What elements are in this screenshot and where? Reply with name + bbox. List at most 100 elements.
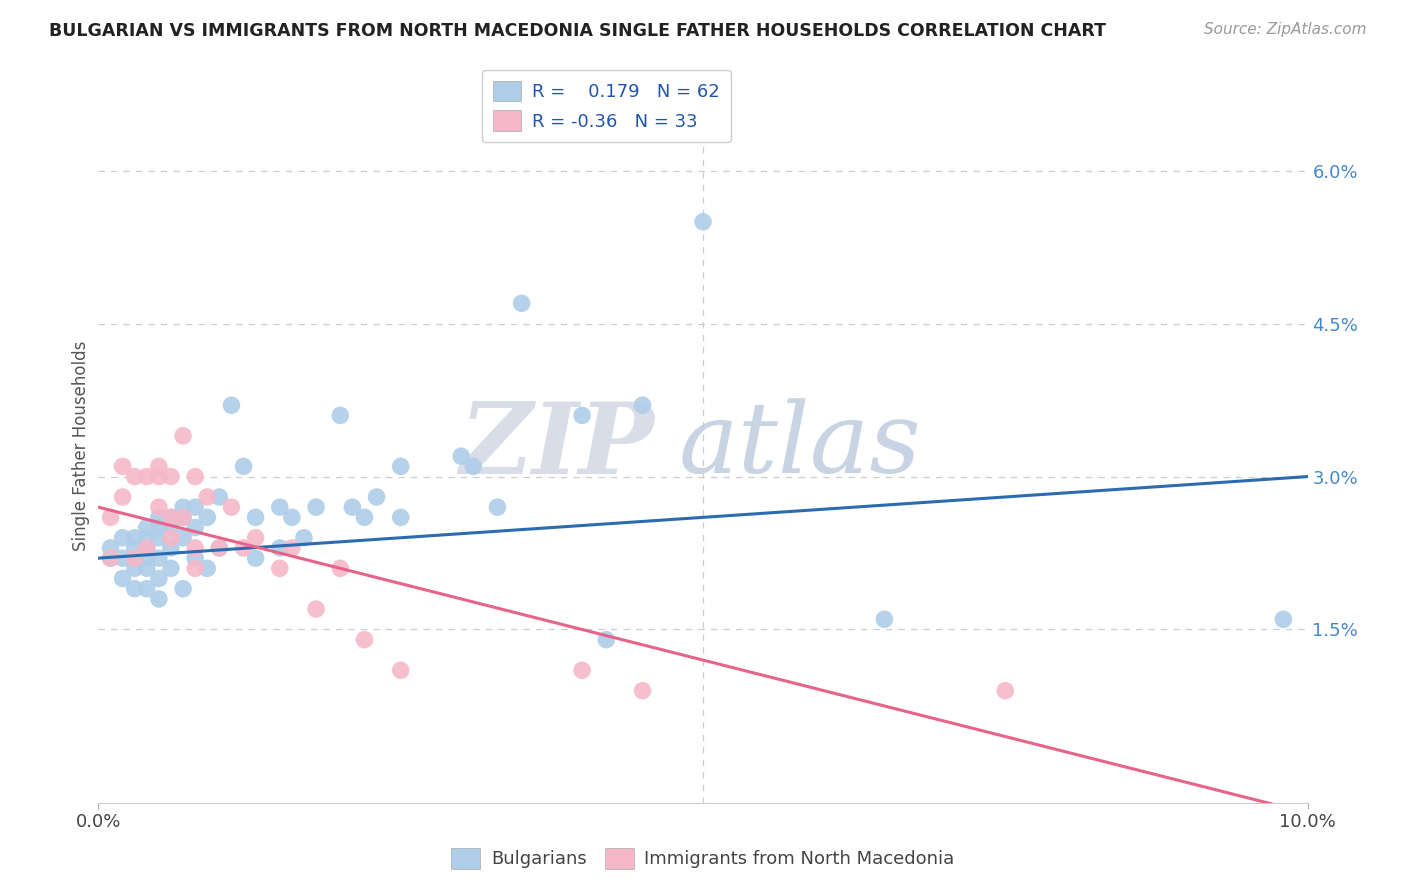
Point <box>160 520 183 534</box>
Point <box>160 510 183 524</box>
Point <box>221 500 243 515</box>
Point <box>160 469 183 483</box>
Point <box>353 510 375 524</box>
Point <box>389 663 412 677</box>
Point <box>292 531 315 545</box>
Point <box>148 520 170 534</box>
Point <box>486 500 509 515</box>
Point <box>135 541 157 555</box>
Point <box>631 683 654 698</box>
Point <box>148 500 170 515</box>
Point <box>873 612 896 626</box>
Point <box>124 551 146 566</box>
Point <box>172 582 194 596</box>
Point <box>1272 612 1295 626</box>
Text: ZIP: ZIP <box>460 398 655 494</box>
Text: BULGARIAN VS IMMIGRANTS FROM NORTH MACEDONIA SINGLE FATHER HOUSEHOLDS CORRELATIO: BULGARIAN VS IMMIGRANTS FROM NORTH MACED… <box>49 22 1107 40</box>
Point <box>450 449 472 463</box>
Point <box>148 531 170 545</box>
Point <box>281 541 304 555</box>
Point <box>595 632 617 647</box>
Point <box>269 500 291 515</box>
Point <box>111 459 134 474</box>
Point <box>994 683 1017 698</box>
Point <box>463 459 485 474</box>
Point <box>160 541 183 555</box>
Point <box>111 572 134 586</box>
Point <box>571 663 593 677</box>
Point <box>148 459 170 474</box>
Point <box>366 490 388 504</box>
Point <box>245 510 267 524</box>
Point <box>208 490 231 504</box>
Point <box>172 500 194 515</box>
Point <box>100 541 122 555</box>
Point <box>389 510 412 524</box>
Point <box>124 551 146 566</box>
Point <box>208 541 231 555</box>
Point <box>245 531 267 545</box>
Legend: Bulgarians, Immigrants from North Macedonia: Bulgarians, Immigrants from North Macedo… <box>444 840 962 876</box>
Point <box>305 602 328 616</box>
Point <box>135 582 157 596</box>
Legend: R =    0.179   N = 62, R = -0.36   N = 33: R = 0.179 N = 62, R = -0.36 N = 33 <box>482 70 731 142</box>
Point <box>195 490 218 504</box>
Point <box>172 429 194 443</box>
Text: Source: ZipAtlas.com: Source: ZipAtlas.com <box>1204 22 1367 37</box>
Point <box>135 541 157 555</box>
Point <box>111 531 134 545</box>
Point <box>135 469 157 483</box>
Point <box>184 520 207 534</box>
Point <box>172 510 194 524</box>
Point <box>184 551 207 566</box>
Point <box>148 469 170 483</box>
Point <box>148 551 170 566</box>
Point <box>148 591 170 606</box>
Point <box>172 510 194 524</box>
Point <box>195 510 218 524</box>
Point <box>184 500 207 515</box>
Point <box>269 561 291 575</box>
Point <box>510 296 533 310</box>
Point <box>160 510 183 524</box>
Point <box>148 572 170 586</box>
Point <box>111 490 134 504</box>
Point <box>124 531 146 545</box>
Point <box>124 582 146 596</box>
Point <box>111 551 134 566</box>
Point <box>135 520 157 534</box>
Point <box>221 398 243 412</box>
Point <box>281 510 304 524</box>
Point <box>172 531 194 545</box>
Point <box>100 510 122 524</box>
Point <box>148 510 170 524</box>
Point <box>245 551 267 566</box>
Point <box>100 551 122 566</box>
Point <box>208 541 231 555</box>
Point <box>232 541 254 555</box>
Text: atlas: atlas <box>679 399 921 493</box>
Point <box>184 541 207 555</box>
Point <box>389 459 412 474</box>
Point <box>353 632 375 647</box>
Point <box>135 531 157 545</box>
Point <box>184 469 207 483</box>
Point <box>342 500 364 515</box>
Point <box>160 531 183 545</box>
Point <box>329 409 352 423</box>
Point <box>124 469 146 483</box>
Point <box>135 551 157 566</box>
Point <box>195 561 218 575</box>
Point <box>269 541 291 555</box>
Point <box>232 459 254 474</box>
Point <box>631 398 654 412</box>
Point <box>184 561 207 575</box>
Y-axis label: Single Father Households: Single Father Households <box>72 341 90 551</box>
Point <box>571 409 593 423</box>
Point <box>692 215 714 229</box>
Point <box>124 561 146 575</box>
Point <box>135 561 157 575</box>
Point <box>305 500 328 515</box>
Point <box>100 551 122 566</box>
Point <box>329 561 352 575</box>
